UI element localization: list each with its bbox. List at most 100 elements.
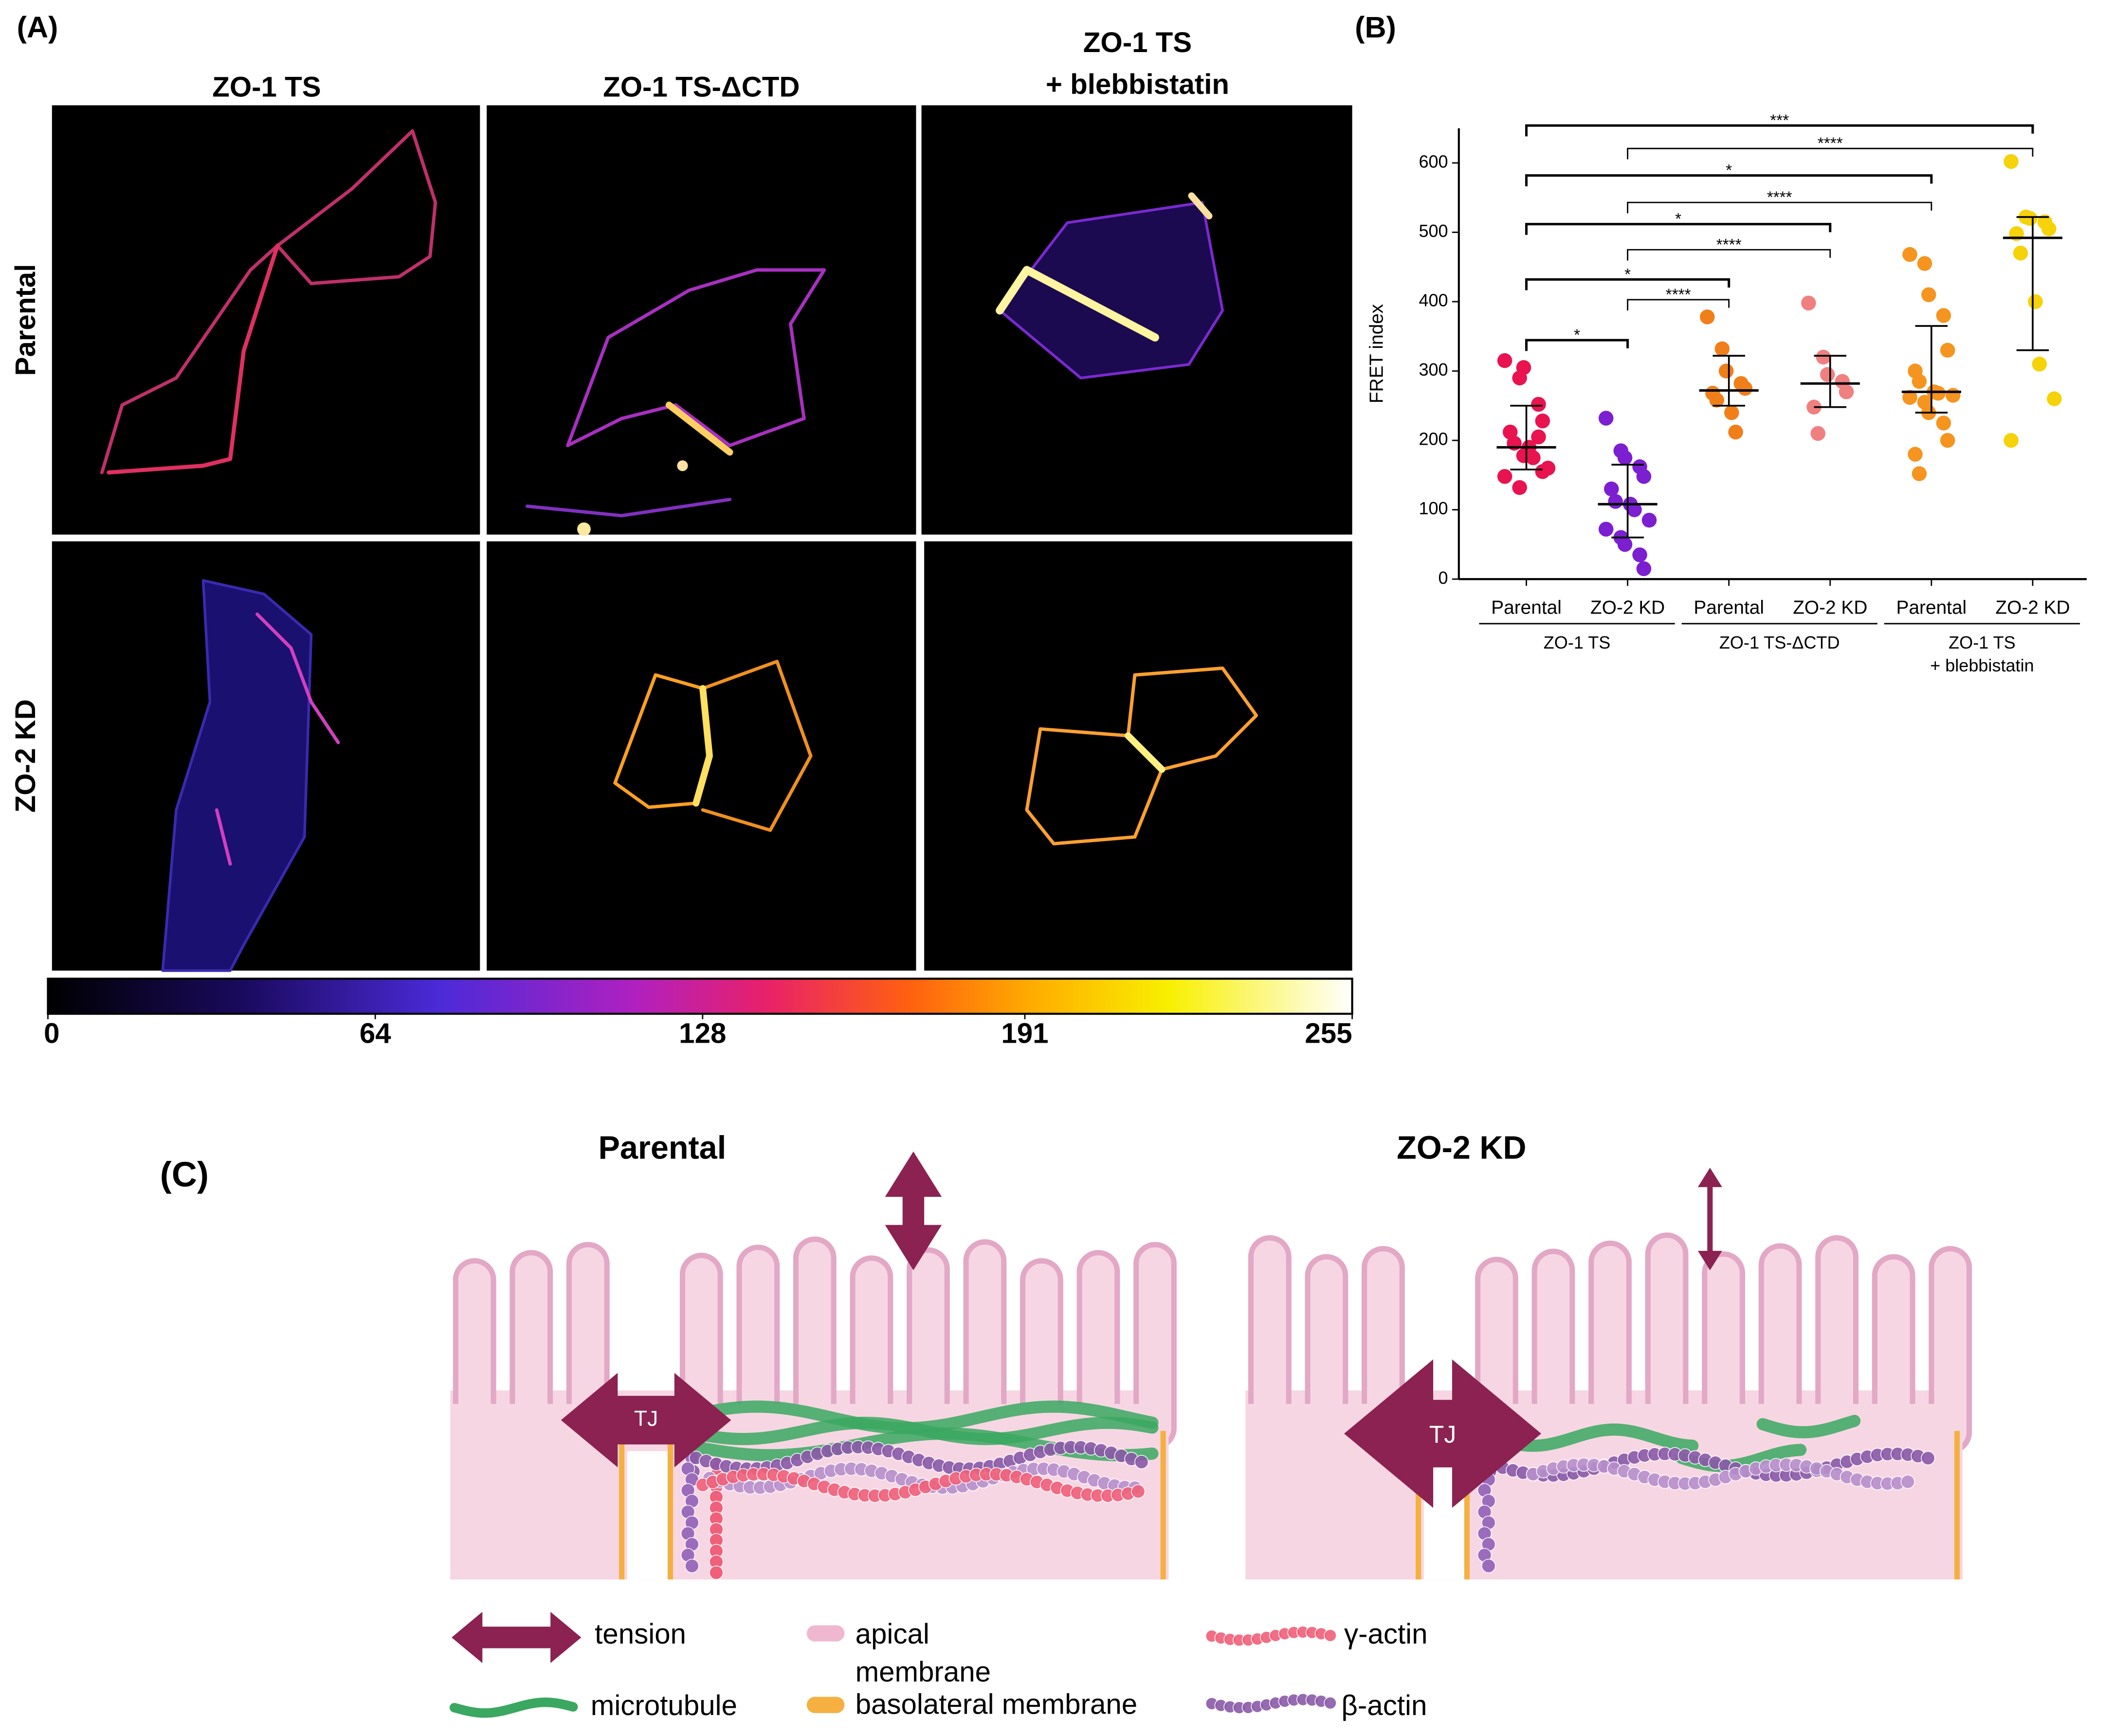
significance-bracket: [1627, 249, 1831, 261]
y-tick-label: 100: [1419, 498, 1448, 518]
x-tick-label: Parental: [1491, 597, 1562, 618]
data-point: [1902, 247, 1917, 262]
data-point: [1940, 343, 1955, 358]
significance-label: ****: [1666, 286, 1691, 304]
microtubule: [676, 1400, 1159, 1434]
colorbar-label: 0: [44, 1017, 59, 1049]
data-point: [1604, 481, 1619, 497]
junction: [1188, 192, 1213, 219]
legend-label: basolateral membrane: [856, 1688, 1138, 1720]
significance-bracket: [1525, 174, 1933, 186]
junction: [701, 660, 813, 832]
data-point: [1912, 374, 1927, 389]
data-point: [1820, 367, 1835, 382]
data-point: [1718, 363, 1734, 379]
data-point: [1598, 411, 1614, 426]
colorbar-label: 191: [1001, 1017, 1048, 1049]
data-point: [2032, 357, 2047, 372]
group-label: ZO-1 TS: [1949, 633, 2016, 652]
x-tick-label: Parental: [1896, 597, 1967, 618]
micrograph: [487, 541, 916, 971]
junction: [998, 201, 1224, 380]
legend-beta-actin: [1324, 1696, 1337, 1710]
significance-bracket: [1525, 339, 1629, 351]
significance-bracket: [1627, 201, 1932, 214]
data-point: [1908, 447, 1923, 462]
significance-label: *: [1726, 162, 1732, 180]
data-point: [1531, 397, 1546, 412]
data-point: [2004, 154, 2019, 169]
data-point: [1728, 424, 1743, 440]
data-point: [1917, 256, 1932, 271]
beta-actin: [1900, 1474, 1915, 1489]
data-point: [1627, 502, 1642, 517]
data-point: [2041, 221, 2057, 236]
legend-microtubule: [449, 1697, 578, 1718]
data-point: [1931, 385, 1946, 401]
beta-actin: [685, 1558, 699, 1573]
tj-label: TJ: [1429, 1421, 1456, 1448]
data-point: [2028, 294, 2043, 309]
y-tick-label: 200: [1419, 429, 1448, 449]
column-title: ZO-1 TS-ΔCTD: [603, 72, 800, 103]
junction: [107, 243, 280, 475]
data-point: [1714, 341, 1730, 357]
panel-title: ZO-2 KD: [1397, 1130, 1526, 1166]
data-point: [1940, 433, 1955, 448]
significance-label: ***: [1770, 112, 1789, 130]
y-axis-label: FRET index: [1366, 304, 1387, 403]
data-point: [1709, 393, 1724, 408]
tension-arrow: [1344, 1359, 1542, 1508]
junction: [1126, 666, 1258, 771]
y-tick-label: 400: [1419, 290, 1448, 310]
data-point: [1516, 448, 1531, 463]
junction: [215, 612, 340, 866]
significance-label: ****: [1767, 189, 1792, 207]
data-point: [1936, 308, 1951, 323]
data-point: [2013, 245, 2028, 261]
significance-label: *: [1675, 210, 1681, 228]
significance-label: ****: [1716, 236, 1742, 254]
significance-label: *: [1574, 326, 1580, 344]
tension-arrow: [561, 1373, 731, 1467]
panel-title: Parental: [598, 1130, 726, 1166]
colorbar-label: 64: [360, 1017, 391, 1049]
gamma-actin: [709, 1565, 724, 1580]
legend-label: tension: [595, 1618, 686, 1650]
data-point: [2047, 391, 2062, 406]
y-tick-label: 500: [1419, 221, 1448, 241]
junction: [1125, 732, 1166, 773]
row-label: Parental: [10, 264, 41, 376]
legend-label: microtubule: [591, 1690, 737, 1721]
tj-label: TJ: [634, 1407, 658, 1430]
legend-basolateral: [806, 1697, 845, 1713]
data-point: [1700, 309, 1715, 325]
y-tick-label: 600: [1419, 151, 1448, 171]
microtubule: [1756, 1414, 1861, 1439]
significance-bracket: [1627, 147, 2034, 160]
y-tick-label: 300: [1419, 360, 1448, 380]
data-point: [1535, 413, 1550, 429]
significance-label: ****: [1818, 135, 1843, 153]
junction: [566, 268, 826, 448]
data-point: [1912, 466, 1927, 481]
legend-label: membrane: [856, 1656, 991, 1688]
micrograph: [52, 105, 480, 535]
data-point: [2022, 211, 2038, 226]
data-point: [1724, 405, 1739, 420]
y-tick-label: 0: [1439, 568, 1448, 588]
cell-outlines: [100, 129, 1258, 972]
gamma-actin: [1131, 1484, 1146, 1499]
colorbar-label: 128: [679, 1017, 726, 1049]
data-point: [1936, 416, 1951, 431]
significance-bracket: [1627, 299, 1730, 311]
data-point: [1636, 561, 1652, 577]
data-point: [1512, 480, 1527, 495]
intercellular-gap: [627, 1451, 668, 1580]
junction: [665, 401, 733, 456]
junction: [525, 498, 732, 518]
data-point: [1921, 287, 1936, 302]
cell: [161, 579, 313, 972]
legend-apical: [806, 1625, 845, 1642]
micrograph: [924, 541, 1352, 971]
